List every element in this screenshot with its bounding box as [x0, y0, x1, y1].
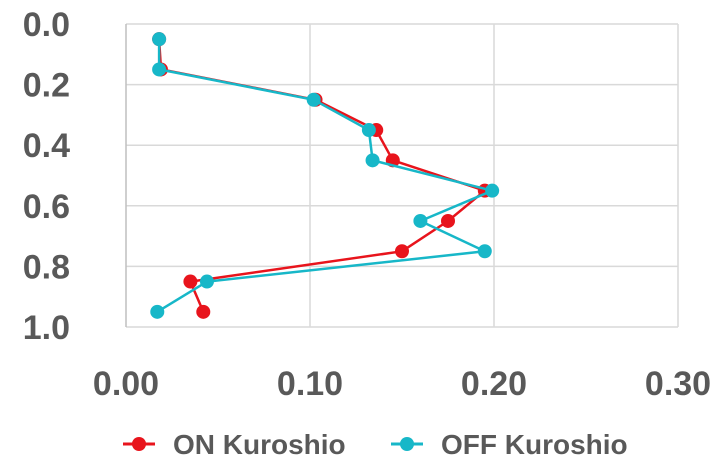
series-layer: [150, 32, 500, 319]
data-point: [413, 213, 428, 228]
data-point: [183, 274, 198, 289]
legend-marker: [132, 437, 146, 451]
series-line: [156, 39, 494, 313]
x-axis-ticks: 0.00 0.10 0.20 0.30: [93, 365, 711, 403]
chart-grid: [126, 23, 679, 328]
legend-label: OFF Kuroshio: [441, 429, 628, 460]
y-tick-label: 0.8: [23, 248, 70, 286]
data-point: [485, 183, 500, 198]
chart-legend: ON Kuroshio OFF Kuroshio: [123, 429, 628, 460]
y-tick-label: 0.4: [23, 127, 70, 165]
data-point: [199, 274, 214, 289]
y-tick-label: 0.6: [23, 188, 70, 226]
legend-item: OFF Kuroshio: [391, 429, 628, 460]
legend-item: ON Kuroshio: [123, 429, 346, 460]
y-tick-label: 1.0: [23, 309, 70, 347]
x-tick-label: 0.20: [461, 365, 527, 403]
data-point: [441, 213, 455, 228]
data-point: [150, 304, 165, 319]
data-point: [477, 244, 492, 259]
series-off-kuroshio: [150, 32, 500, 319]
x-tick-label: 0.30: [645, 365, 711, 403]
legend-label: ON Kuroshio: [173, 429, 346, 460]
data-point: [152, 32, 167, 47]
y-tick-label: 0.0: [23, 6, 70, 44]
data-point: [196, 304, 211, 319]
y-axis-ticks: 0.0 0.2 0.4 0.6 0.8 1.0: [23, 6, 70, 347]
data-point: [306, 92, 321, 107]
x-tick-label: 0.00: [93, 365, 159, 403]
data-point: [152, 62, 167, 77]
data-point: [361, 123, 376, 138]
data-point: [365, 153, 380, 168]
x-tick-label: 0.10: [277, 365, 343, 403]
data-point: [395, 244, 409, 259]
y-tick-label: 0.2: [23, 67, 70, 105]
legend-marker: [400, 437, 414, 451]
